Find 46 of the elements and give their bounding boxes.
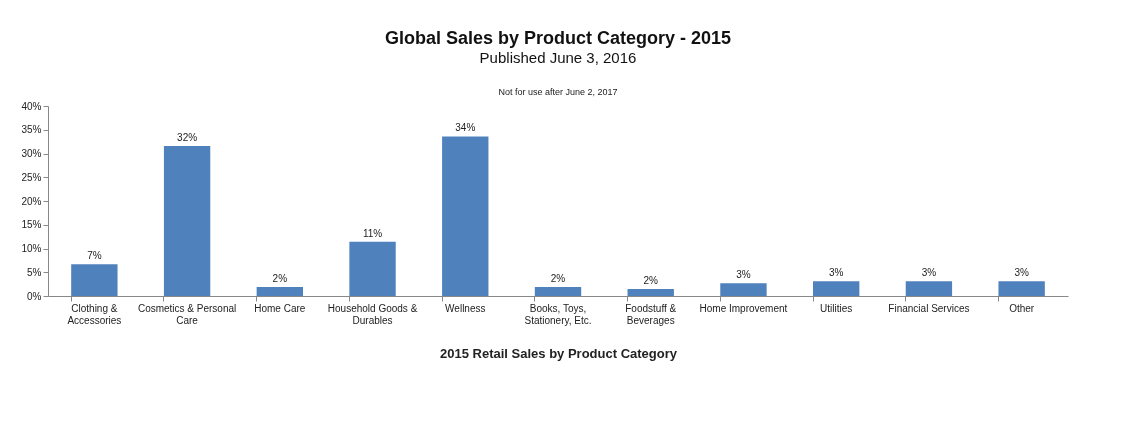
x-tick-label: Foodstuff & Beverages xyxy=(625,302,677,326)
x-tick-label: Books, Toys, Stationery, Etc. xyxy=(524,302,592,326)
bar xyxy=(256,286,303,296)
x-tick-label: Household Goods & Durables xyxy=(327,302,418,326)
y-tick-label: 0% xyxy=(27,290,42,302)
data-label: 32% xyxy=(177,131,198,143)
bar xyxy=(349,241,396,296)
data-label: 3% xyxy=(1014,267,1029,279)
y-tick-label: 15% xyxy=(21,219,42,231)
data-label: 3% xyxy=(736,269,751,281)
bar xyxy=(534,286,582,296)
data-label: 34% xyxy=(455,122,476,134)
bar xyxy=(813,281,860,296)
x-tick-label: Cosmetics & Personal Care xyxy=(137,302,237,326)
bar xyxy=(71,264,118,296)
y-tick-label: 25% xyxy=(21,171,42,183)
x-tick-label: Home Care xyxy=(254,302,306,314)
bar xyxy=(720,283,767,296)
data-label: 3% xyxy=(921,267,937,279)
y-tick-label: 40% xyxy=(21,100,42,112)
chart-subtitle: Published June 3, 2016 xyxy=(479,49,637,66)
y-tick-label: 35% xyxy=(21,124,42,136)
chart-title: Global Sales by Product Category - 2015 xyxy=(384,28,732,48)
y-tick-label: 30% xyxy=(21,148,42,159)
bar xyxy=(905,281,953,296)
y-tick-label: 10% xyxy=(21,243,42,254)
data-label: 3% xyxy=(828,267,844,279)
data-label: 7% xyxy=(87,250,102,262)
data-label: 2% xyxy=(550,272,566,284)
data-label: 2% xyxy=(643,274,659,286)
x-tick-label: Other xyxy=(1009,302,1035,314)
data-label: 11% xyxy=(362,227,383,239)
x-tick-label: Home Improvement xyxy=(699,302,788,314)
bar xyxy=(442,136,489,296)
x-tick-label: Financial Services xyxy=(888,302,970,314)
y-tick-label: 5% xyxy=(27,266,42,278)
x-tick-label: Utilities xyxy=(820,302,853,314)
bar xyxy=(998,281,1045,296)
x-tick-label: Wellness xyxy=(445,302,486,314)
x-tick-label: Clothing & Accessories xyxy=(67,302,122,326)
x-axis-title: 2015 Retail Sales by Product Category xyxy=(440,345,678,361)
bar xyxy=(627,288,674,296)
text: Not for use after June 2, 2017 xyxy=(498,87,618,97)
data-label: 2% xyxy=(272,272,288,284)
y-tick-label: 20% xyxy=(21,195,42,207)
bar xyxy=(163,145,211,296)
